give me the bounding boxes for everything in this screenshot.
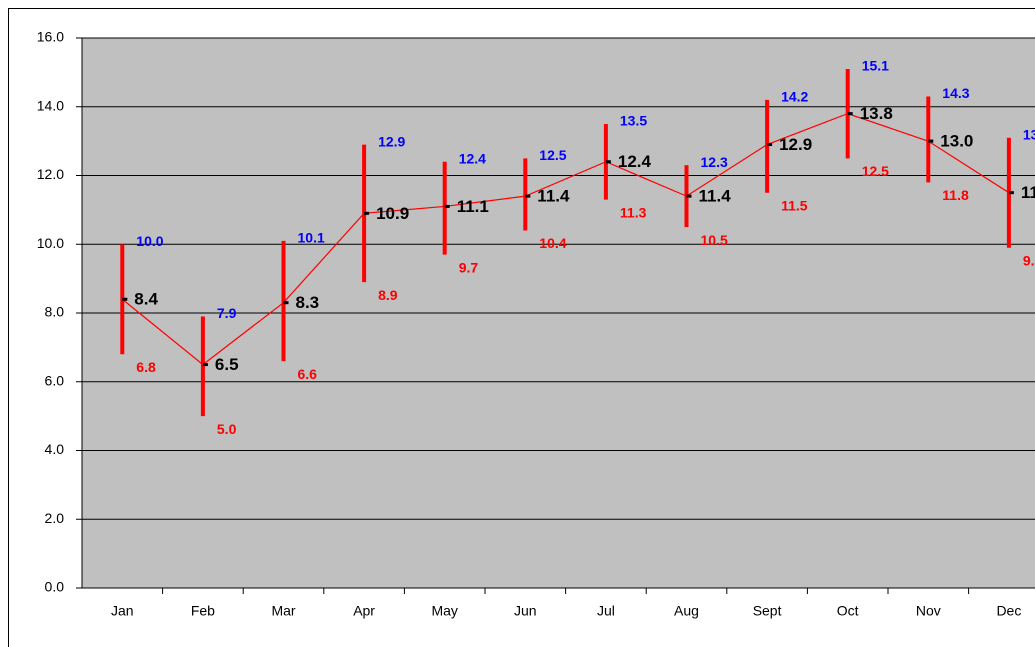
y-tick-label: 4.0 xyxy=(45,441,65,457)
y-tick-label: 10.0 xyxy=(37,235,64,251)
mean-label: 6.5 xyxy=(215,355,239,374)
high-label: 12.5 xyxy=(539,147,566,163)
y-tick-label: 0.0 xyxy=(45,579,65,595)
high-label: 10.1 xyxy=(298,230,325,246)
high-label: 7.9 xyxy=(217,305,237,321)
high-label: 15.1 xyxy=(862,58,889,74)
low-label: 10.4 xyxy=(539,235,566,251)
mean-line xyxy=(121,112,1010,366)
x-tick-label: Aug xyxy=(674,603,699,619)
x-tick-label: Nov xyxy=(916,603,941,619)
y-tick-label: 12.0 xyxy=(37,166,64,182)
low-label: 6.6 xyxy=(298,366,318,382)
mean-label: 11.5 xyxy=(1021,183,1035,202)
high-label: 14.3 xyxy=(942,85,969,101)
y-tick-label: 8.0 xyxy=(45,304,65,320)
high-label: 14.2 xyxy=(781,89,808,105)
low-label: 10.5 xyxy=(701,232,728,248)
x-tick-label: Apr xyxy=(353,603,375,619)
low-label: 11.8 xyxy=(942,187,969,203)
mean-label: 12.4 xyxy=(618,152,652,171)
mean-label: 13.8 xyxy=(860,104,893,123)
low-label: 12.5 xyxy=(862,163,889,179)
x-tick-label: Jan xyxy=(111,603,134,619)
x-tick-label: Jul xyxy=(597,603,615,619)
high-label: 12.9 xyxy=(378,133,405,149)
x-tick-label: Oct xyxy=(837,603,859,619)
low-label: 11.3 xyxy=(620,204,647,220)
mean-label: 11.1 xyxy=(457,197,489,216)
x-tick-label: Jun xyxy=(514,603,537,619)
x-tick-label: Feb xyxy=(191,603,215,619)
mean-label: 13.0 xyxy=(940,132,973,151)
mean-label: 11.4 xyxy=(699,187,732,206)
low-label: 6.8 xyxy=(136,359,156,375)
y-tick-label: 16.0 xyxy=(37,29,64,45)
high-label: 12.3 xyxy=(701,154,728,170)
mean-label: 8.4 xyxy=(134,290,158,309)
y-tick-label: 14.0 xyxy=(37,97,64,113)
mean-label: 10.9 xyxy=(376,204,409,223)
x-tick-label: Dec xyxy=(996,603,1021,619)
low-label: 11.5 xyxy=(781,197,808,213)
x-tick-label: Sept xyxy=(753,603,782,619)
mean-label: 8.3 xyxy=(296,293,320,312)
mean-label: 12.9 xyxy=(779,135,812,154)
mean-label: 11.4 xyxy=(537,187,570,206)
high-label: 12.4 xyxy=(459,150,486,166)
high-label: 10.0 xyxy=(136,233,163,249)
x-tick-label: May xyxy=(431,603,457,619)
high-label: 13.1 xyxy=(1023,126,1035,142)
low-label: 9.7 xyxy=(459,259,479,275)
low-label: 5.0 xyxy=(217,421,237,437)
y-tick-label: 2.0 xyxy=(45,510,65,526)
high-label: 13.5 xyxy=(620,113,647,129)
low-label: 8.9 xyxy=(378,287,398,303)
low-label: 9.9 xyxy=(1023,252,1035,268)
y-tick-label: 6.0 xyxy=(45,372,65,388)
x-tick-label: Mar xyxy=(271,603,295,619)
